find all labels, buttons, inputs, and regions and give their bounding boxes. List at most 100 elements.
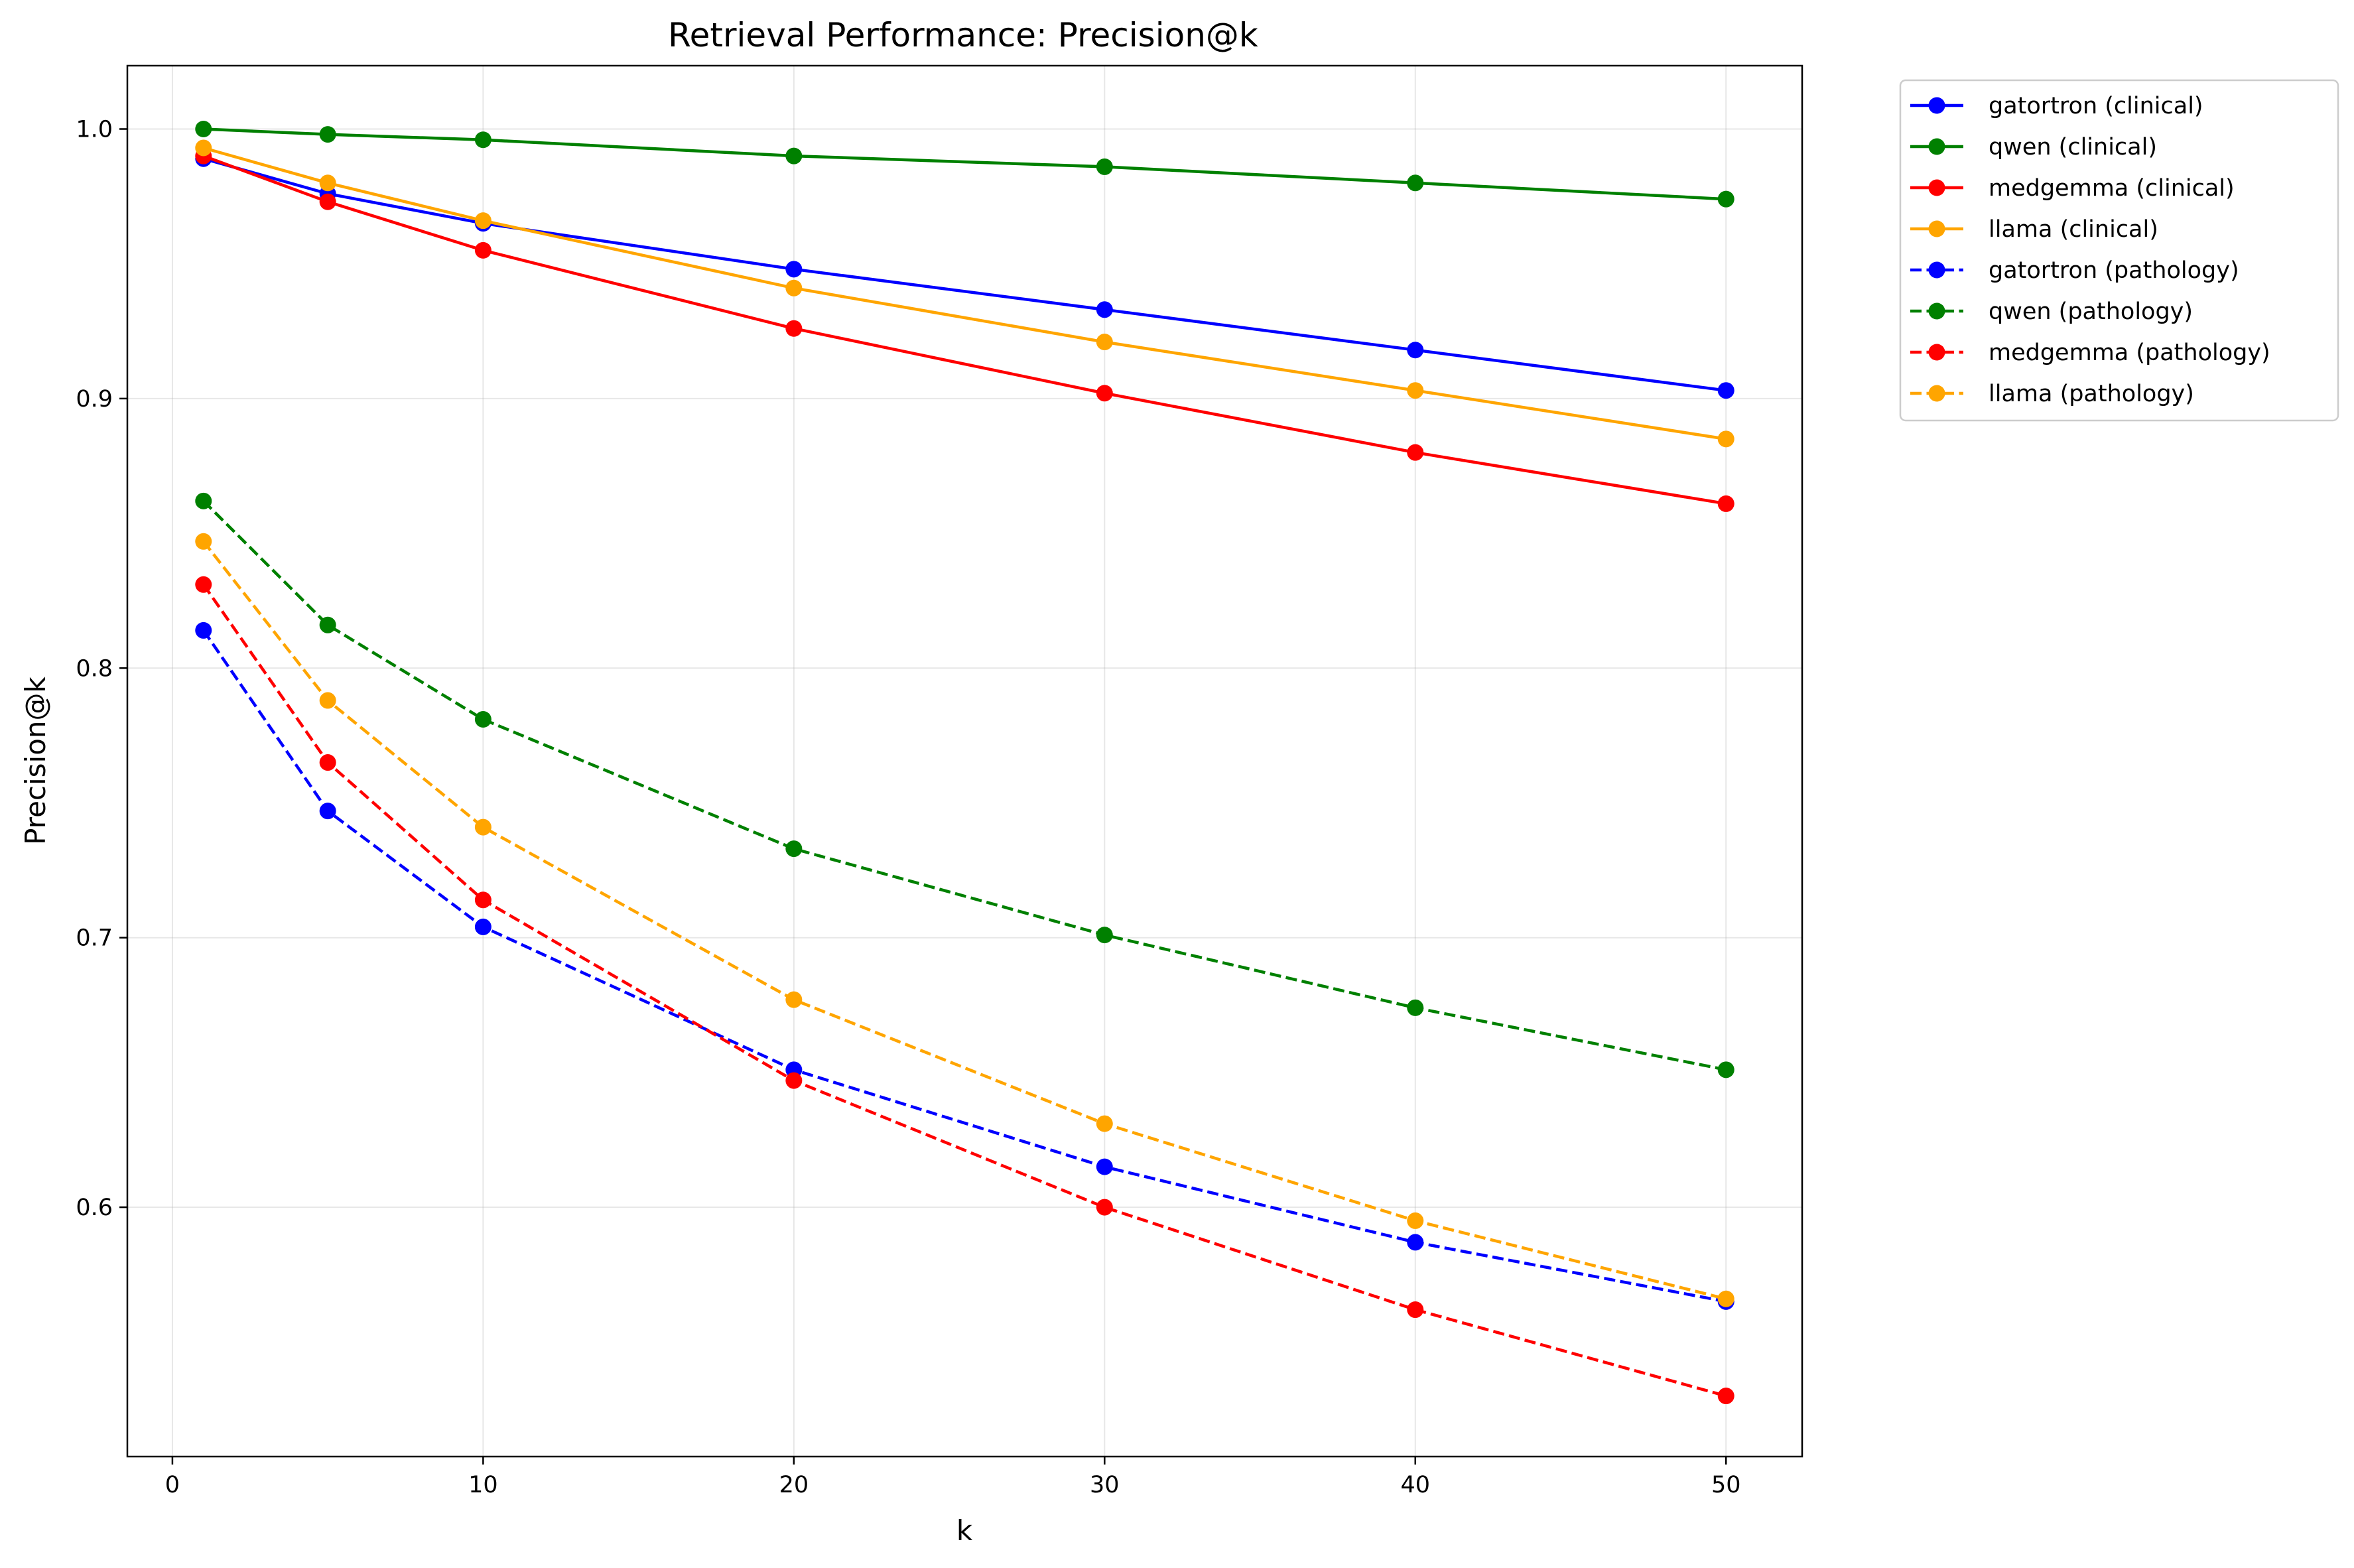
- y-tick-label: 0.8: [76, 655, 113, 682]
- data-point: [1407, 174, 1424, 192]
- data-point: [195, 621, 212, 639]
- legend-label: qwen (clinical): [1989, 134, 2157, 161]
- data-point: [319, 692, 336, 709]
- data-point: [785, 840, 803, 858]
- grid: [127, 66, 1802, 1457]
- data-point: [474, 212, 491, 229]
- data-point: [785, 1072, 803, 1089]
- legend-label: llama (clinical): [1989, 216, 2158, 243]
- legend-entry: qwen (clinical): [1910, 134, 2157, 161]
- legend-marker: [1928, 97, 1945, 114]
- data-point: [1717, 382, 1734, 399]
- data-point: [1717, 495, 1734, 512]
- data-point: [474, 131, 491, 149]
- data-point: [1096, 1115, 1113, 1132]
- legend-marker: [1928, 385, 1945, 402]
- legend-entry: llama (pathology): [1910, 381, 2194, 407]
- data-point: [474, 241, 491, 259]
- data-point: [474, 918, 491, 935]
- data-point: [1096, 1199, 1113, 1216]
- data-point: [319, 193, 336, 210]
- legend-label: gatortron (pathology): [1989, 257, 2239, 284]
- data-point: [474, 818, 491, 836]
- series-7: [195, 533, 1734, 1307]
- y-axis-label: Precision@k: [19, 676, 52, 844]
- series-1: [195, 121, 1734, 208]
- y-tick-label: 0.9: [76, 386, 113, 413]
- data-point: [1096, 158, 1113, 175]
- legend-marker: [1928, 138, 1945, 155]
- data-point: [1407, 382, 1424, 399]
- data-point: [1407, 1234, 1424, 1251]
- data-point: [1407, 1212, 1424, 1229]
- data-point: [1407, 342, 1424, 359]
- legend-label: medgemma (clinical): [1989, 175, 2235, 202]
- legend-entry: gatortron (pathology): [1910, 257, 2239, 284]
- chart-title: Retrieval Performance: Precision@k: [668, 16, 1258, 54]
- legend-entry: medgemma (clinical): [1910, 175, 2235, 202]
- legend-entry: medgemma (pathology): [1910, 340, 2270, 366]
- data-point: [1407, 1301, 1424, 1319]
- data-point: [474, 711, 491, 728]
- data-point: [195, 576, 212, 593]
- data-point: [785, 279, 803, 296]
- data-point: [785, 261, 803, 278]
- data-point: [785, 320, 803, 337]
- data-point: [319, 754, 336, 771]
- data-point: [319, 616, 336, 633]
- data-point: [319, 803, 336, 820]
- y-tick-label: 0.7: [76, 925, 113, 952]
- legend-label: medgemma (pathology): [1989, 340, 2270, 366]
- x-tick-label: 20: [779, 1472, 809, 1498]
- data-point: [785, 991, 803, 1008]
- series-5: [195, 492, 1734, 1078]
- data-point: [1407, 444, 1424, 461]
- data-point: [1717, 190, 1734, 208]
- data-point: [785, 147, 803, 164]
- x-tick-label: 50: [1711, 1472, 1741, 1498]
- legend-label: gatortron (clinical): [1989, 93, 2203, 119]
- data-point: [319, 174, 336, 192]
- data-point: [195, 492, 212, 509]
- plot-series: [195, 121, 1734, 1405]
- data-point: [1096, 301, 1113, 318]
- data-point: [1096, 385, 1113, 402]
- data-point: [319, 126, 336, 143]
- legend-label: qwen (pathology): [1989, 298, 2193, 325]
- data-point: [1717, 1388, 1734, 1405]
- axis-ticks: 0 10 20 30 40 50 0.6 0.7 0.8 0.9 1.0: [76, 117, 1740, 1498]
- y-tick-label: 0.6: [76, 1195, 113, 1221]
- legend-entry: gatortron (clinical): [1910, 93, 2203, 119]
- legend-marker: [1928, 344, 1945, 361]
- data-point: [1096, 1158, 1113, 1175]
- legend-label: llama (pathology): [1989, 381, 2194, 407]
- data-point: [1717, 1290, 1734, 1307]
- x-axis-label: k: [956, 1514, 973, 1547]
- data-point: [1717, 1061, 1734, 1078]
- data-point: [1096, 927, 1113, 944]
- legend-entry: llama (clinical): [1910, 216, 2158, 243]
- legend-marker: [1928, 220, 1945, 237]
- legend-marker: [1928, 302, 1945, 320]
- data-point: [1407, 999, 1424, 1016]
- data-point: [1096, 334, 1113, 351]
- series-6: [195, 576, 1734, 1405]
- series-3: [195, 139, 1734, 448]
- x-tick-label: 40: [1400, 1472, 1430, 1498]
- data-point: [195, 121, 212, 138]
- plot-frame: [126, 64, 1803, 1458]
- legend-entry: qwen (pathology): [1910, 298, 2193, 325]
- legend-marker: [1928, 179, 1945, 196]
- data-point: [474, 891, 491, 909]
- x-tick-label: 10: [468, 1472, 498, 1498]
- legend-box: [1899, 79, 2339, 422]
- data-point: [1717, 430, 1734, 448]
- data-point: [195, 533, 212, 550]
- x-tick-label: 0: [165, 1472, 180, 1498]
- legend-marker: [1928, 261, 1945, 279]
- x-tick-label: 30: [1090, 1472, 1120, 1498]
- y-tick-label: 1.0: [76, 117, 113, 143]
- legend: gatortron (clinical) qwen (clinical) medge…: [1899, 79, 2339, 422]
- data-point: [195, 139, 212, 157]
